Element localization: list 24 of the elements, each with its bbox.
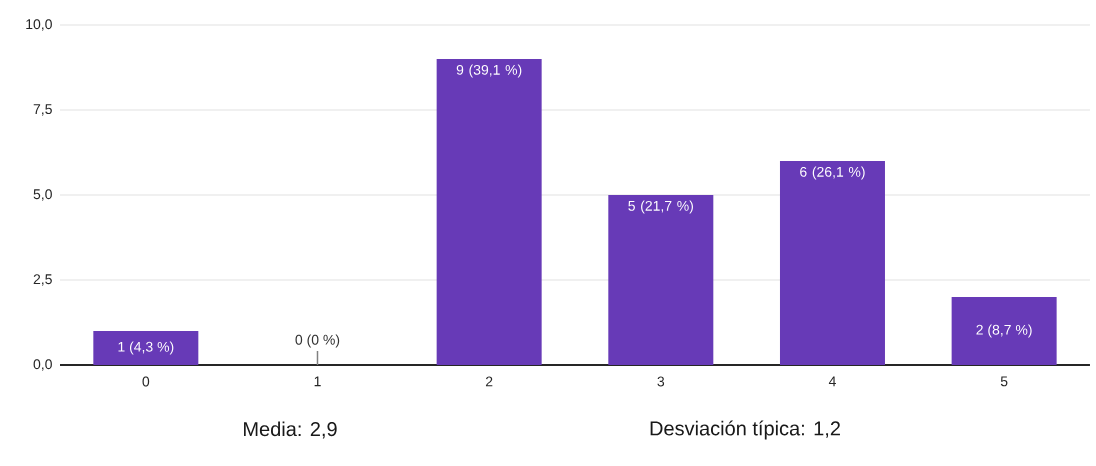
x-tick-label: 4: [828, 376, 836, 387]
y-tick-label: 10,0: [26, 19, 52, 31]
x-tick-label: 2: [485, 376, 493, 387]
x-tick-label: 0: [142, 376, 150, 387]
bar: [436, 59, 542, 365]
text: Desviación típica: 1,2: [650, 420, 840, 440]
data-label: 1 (4,3 %): [118, 341, 174, 355]
x-tick-label: 5: [1000, 376, 1008, 387]
y-tick-label: 7,5: [33, 104, 52, 116]
bar: [93, 331, 199, 365]
data-label: 6 (26,1 %): [800, 166, 865, 180]
x-tick-label: 1: [314, 376, 321, 387]
bar: [951, 297, 1057, 365]
x-tick-label: 3: [657, 376, 665, 387]
bar: [608, 195, 714, 365]
text: Media: 2,9: [244, 421, 337, 439]
bar: [779, 161, 885, 365]
y-tick-label: 2,5: [33, 274, 52, 286]
data-label: 2 (8,7 %): [976, 324, 1032, 338]
data-label: 0 (0 %): [295, 334, 340, 348]
data-label: 5 (21,7 %): [628, 200, 693, 214]
data-label: 9 (39,1 %): [456, 64, 522, 78]
y-tick-label: 0,0: [33, 359, 52, 371]
y-tick-label: 5,0: [33, 189, 52, 201]
